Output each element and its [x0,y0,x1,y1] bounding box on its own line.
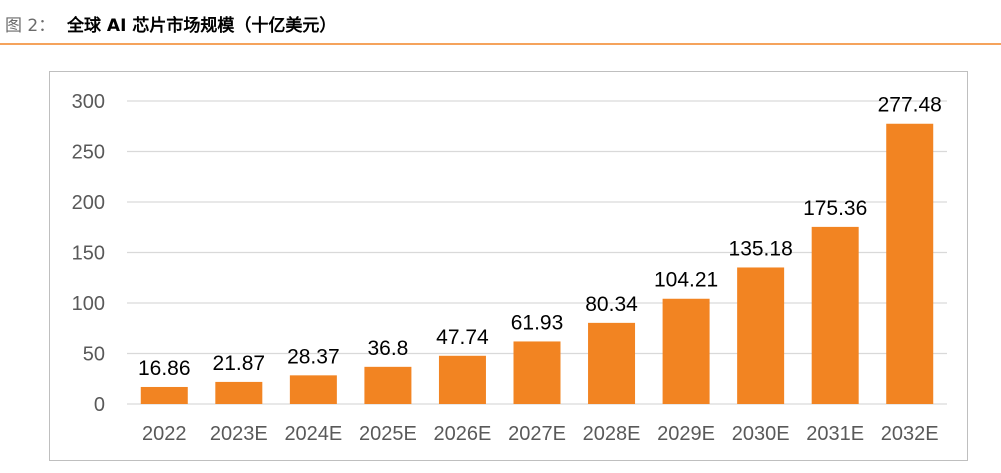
x-tick-label: 2028E [583,423,641,445]
bar [215,381,263,404]
x-tick-label: 2030E [732,423,790,445]
x-tick-label: 2031E [806,423,864,445]
bar [811,226,859,404]
x-tick-label: 2025E [359,423,417,445]
x-tick-label: 2029E [657,423,715,445]
figure-header: 图 2： 全球 AI 芯片市场规模（十亿美元） [0,0,1001,45]
bar [588,322,636,404]
x-tick-label: 2026E [434,423,492,445]
bars [140,123,934,404]
data-label: 277.48 [878,94,942,117]
data-labels: 16.86 21.87 28.37 36.8 47.74 61.93 80.34 104.21… [138,94,942,380]
x-axis-ticks: 2022 2023E 2024E 2025E 2026E 2027E 2028E 2029E 2… [142,423,939,445]
data-label: 80.34 [585,293,638,316]
data-label: 21.87 [213,352,266,375]
x-tick-label: 2024E [284,423,342,445]
data-label: 16.86 [138,357,191,380]
bar [513,341,561,404]
x-tick-label: 2023E [210,423,268,445]
x-tick-label: 2027E [508,423,566,445]
bar [886,123,934,404]
data-label: 175.36 [803,197,867,220]
x-tick-label: 2022 [142,423,187,445]
data-label: 47.74 [436,326,489,349]
y-tick-label: 0 [94,394,105,416]
chart-frame [49,71,968,461]
data-label: 28.37 [287,345,340,368]
y-tick-label: 200 [72,192,105,214]
bar [364,366,412,404]
y-tick-label: 50 [83,344,105,366]
bar [737,267,785,404]
data-label: 135.18 [729,237,793,260]
x-tick-label: 2032E [881,423,939,445]
figure-title: 全球 AI 芯片市场规模（十亿美元） [67,16,337,36]
data-label: 36.8 [367,337,408,360]
bar [662,298,710,404]
y-axis-ticks: 0 50 100 150 200 250 300 [72,91,105,416]
y-tick-label: 100 [72,293,105,315]
data-label: 104.21 [654,269,718,292]
y-tick-label: 300 [72,91,105,113]
bar [140,386,188,404]
bar [289,375,337,404]
header-rule [0,43,1001,45]
y-tick-label: 150 [72,243,105,265]
bar [438,355,486,404]
figure-label: 图 2： [5,16,56,36]
data-label: 61.93 [511,311,564,334]
y-tick-label: 250 [72,142,105,164]
